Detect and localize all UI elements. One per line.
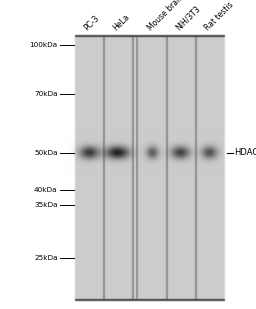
Text: 100kDa: 100kDa bbox=[29, 42, 58, 48]
Text: HeLa: HeLa bbox=[111, 12, 131, 32]
Text: 35kDa: 35kDa bbox=[34, 202, 58, 209]
Text: 70kDa: 70kDa bbox=[34, 91, 58, 97]
Text: 40kDa: 40kDa bbox=[34, 187, 58, 193]
Text: 50kDa: 50kDa bbox=[34, 150, 58, 156]
Text: Rat testis: Rat testis bbox=[203, 0, 236, 32]
Text: 25kDa: 25kDa bbox=[34, 255, 58, 261]
Text: Mouse brain: Mouse brain bbox=[146, 0, 185, 32]
Text: NIH/3T3: NIH/3T3 bbox=[174, 4, 202, 32]
Text: HDAC3: HDAC3 bbox=[234, 148, 256, 158]
Text: PC-3: PC-3 bbox=[83, 14, 101, 32]
